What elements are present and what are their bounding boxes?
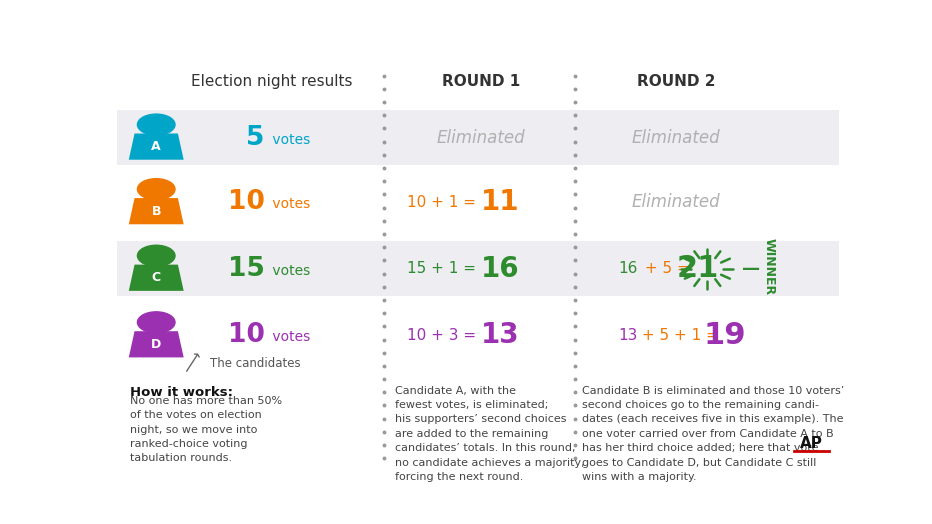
Polygon shape [129,198,184,224]
Text: 11: 11 [481,188,520,216]
Text: How it works:: How it works: [130,386,232,399]
Text: 15: 15 [227,256,265,282]
Text: WINNER: WINNER [762,238,775,295]
Bar [116,175,839,230]
Text: votes: votes [268,330,310,344]
Bar [116,110,839,165]
Text: D: D [151,338,161,351]
Text: 5: 5 [246,125,265,150]
Text: 10: 10 [227,189,265,215]
Bar [116,242,839,296]
Text: + 5 + 1 =: + 5 + 1 = [637,328,723,343]
Text: C: C [152,271,161,285]
Text: 10 + 1 =: 10 + 1 = [407,194,481,210]
Text: Eliminated: Eliminated [632,128,720,147]
Polygon shape [129,134,184,160]
Text: 15 + 1 =: 15 + 1 = [407,261,481,276]
Text: Election night results: Election night results [191,73,352,89]
Text: Candidate B is eliminated and those 10 voters’
second choices go to the remainin: Candidate B is eliminated and those 10 v… [582,386,844,482]
Text: No one has more than 50%
of the votes on election
night, so we move into
ranked-: No one has more than 50% of the votes on… [130,396,281,463]
Text: 16: 16 [619,261,637,276]
Circle shape [137,245,175,266]
Text: ROUND 1: ROUND 1 [442,73,520,89]
Circle shape [137,312,175,333]
Text: 16: 16 [481,255,520,282]
Text: 10: 10 [227,322,265,348]
Text: 19: 19 [704,321,747,350]
Polygon shape [129,331,184,357]
Text: ROUND 2: ROUND 2 [637,73,716,89]
Text: votes: votes [268,264,310,278]
Text: 21: 21 [677,254,719,283]
Bar [116,308,839,363]
Text: votes: votes [268,133,310,147]
Text: Eliminated: Eliminated [437,128,526,147]
Text: 13: 13 [481,321,520,349]
Text: + 5 =: + 5 = [640,261,694,276]
Text: A: A [151,140,161,154]
Text: AP: AP [800,436,823,451]
Polygon shape [129,265,184,291]
Text: Eliminated: Eliminated [632,193,720,211]
Text: Candidate A, with the
fewest votes, is eliminated;
his supporters’ second choice: Candidate A, with the fewest votes, is e… [394,386,584,482]
Text: The candidates: The candidates [211,357,301,370]
Text: B: B [152,205,161,218]
Text: votes: votes [268,197,310,211]
Text: —: — [742,260,761,278]
Circle shape [137,114,175,135]
Circle shape [137,179,175,200]
Text: 10 + 3 =: 10 + 3 = [407,328,481,343]
Text: 13: 13 [619,328,637,343]
